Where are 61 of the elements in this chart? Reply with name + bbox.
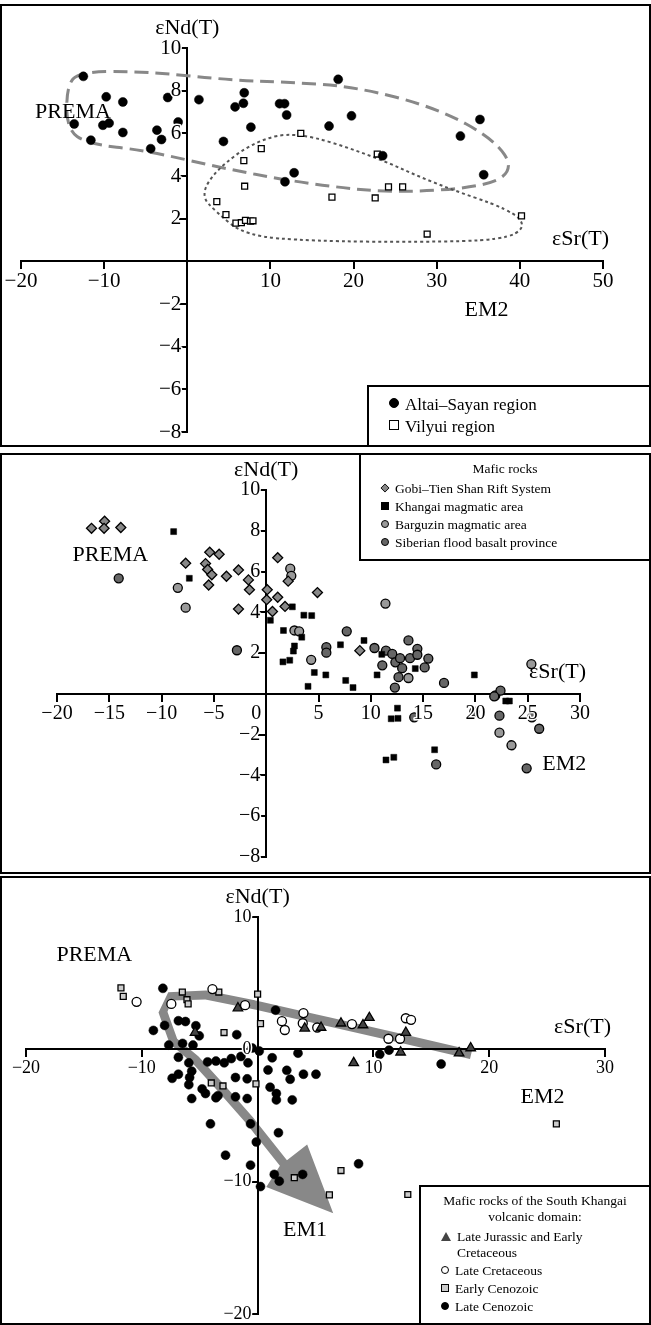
x-axis-title: εSr(T) xyxy=(529,657,586,683)
x-tick-label: −10 xyxy=(87,268,121,293)
y-tick-label: −10 xyxy=(223,1170,252,1191)
x-tick-label: 15 xyxy=(413,701,434,724)
x-tick-label: 40 xyxy=(509,268,531,293)
y-tick-label: 4 xyxy=(250,599,261,622)
y-tick-label: −8 xyxy=(238,844,261,867)
y-tick-label: 4 xyxy=(170,162,182,187)
y-tick-label: 2 xyxy=(250,640,261,663)
x-axis-title: εSr(T) xyxy=(552,225,609,251)
y-tick-label: −20 xyxy=(223,1302,252,1323)
y-tick-label: −6 xyxy=(158,375,182,400)
legend-title: Mafic rocks of the South Khangai volcanic domain: xyxy=(442,1193,628,1225)
x-tick-label: 30 xyxy=(596,1057,614,1078)
legend-label: Gobi–Tien Shan Rift System xyxy=(395,481,551,497)
x-tick-label: 20 xyxy=(480,1057,499,1078)
x-tick-label: 30 xyxy=(570,701,590,724)
legend-label: Khangai magmatic area xyxy=(395,499,524,515)
x-axis-title: εSr(T) xyxy=(554,1013,611,1039)
x-tick-label: 50 xyxy=(592,268,614,293)
legend-label: Late Cretaceous xyxy=(455,1263,543,1279)
y-axis-title: εNd(T) xyxy=(225,882,290,908)
annotation: EM2 xyxy=(542,750,587,776)
annotation: PREMA xyxy=(35,97,111,123)
legend-label: Vilyui region xyxy=(405,417,496,437)
annotation: EM2 xyxy=(464,296,509,322)
x-tick-label: 30 xyxy=(426,268,448,293)
legend-label: Siberian flood basalt province xyxy=(395,535,558,551)
y-tick-label: 6 xyxy=(170,119,182,144)
y-tick-label: 10 xyxy=(233,905,252,926)
y-tick-label: 8 xyxy=(170,77,182,102)
y-tick-label: 8 xyxy=(250,518,261,541)
legend-label: Altai–Sayan region xyxy=(405,395,537,415)
annotation: EM2 xyxy=(520,1082,565,1108)
y-tick-label: −4 xyxy=(158,333,182,358)
annotation: PREMA xyxy=(56,941,133,967)
y-tick-label: −2 xyxy=(238,721,261,744)
x-tick-label: 5 xyxy=(313,701,324,724)
annotation: EM1 xyxy=(283,1216,328,1242)
y-tick-label: −2 xyxy=(158,290,182,315)
y-tick-label: −8 xyxy=(158,418,182,443)
x-tick-label: 10 xyxy=(360,701,381,724)
legend-label: Late Jurassic and Early Cretaceous xyxy=(457,1229,584,1261)
y-tick-label: −4 xyxy=(238,762,261,785)
y-tick-label: −6 xyxy=(238,803,261,826)
x-tick-label: 25 xyxy=(517,701,538,724)
x-tick-label: −5 xyxy=(203,701,225,724)
x-tick-label: −10 xyxy=(127,1057,156,1078)
x-tick-label: 10 xyxy=(364,1057,383,1078)
x-tick-label: 20 xyxy=(343,268,365,293)
legend-label: Late Cenozoic xyxy=(455,1299,534,1315)
legend-label: Early Cenozoic xyxy=(455,1281,539,1297)
x-tick-label: −20 xyxy=(41,701,73,724)
annotation: PREMA xyxy=(72,541,149,567)
legend-label: Barguzin magmatic area xyxy=(395,517,527,533)
x-tick-label: −15 xyxy=(93,701,125,724)
legend-title: Mafic rocks xyxy=(471,461,539,477)
x-tick-label: −20 xyxy=(4,268,38,293)
y-tick-label: 2 xyxy=(170,205,182,230)
x-tick-label: −20 xyxy=(11,1057,41,1078)
y-tick-label: 6 xyxy=(250,558,261,581)
